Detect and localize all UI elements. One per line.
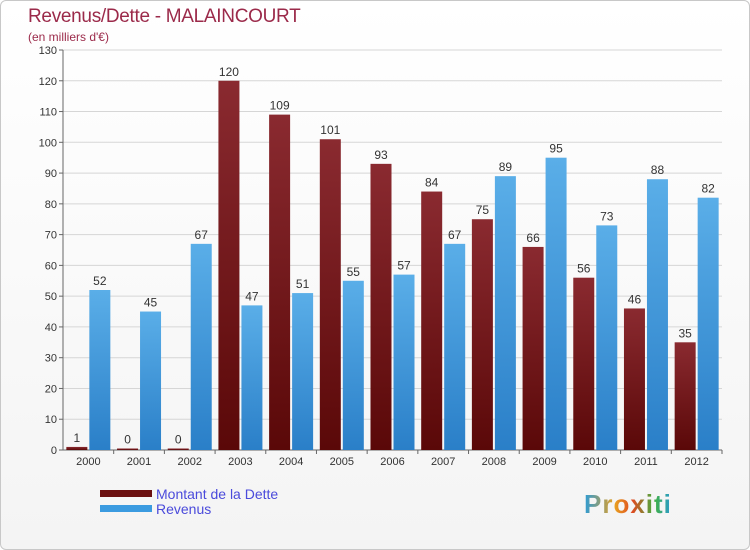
- y-tick-label: 100: [39, 137, 57, 149]
- legend-swatch-dette: [100, 490, 152, 497]
- x-tick-label: 2008: [482, 456, 506, 468]
- y-tick-label: 60: [45, 260, 57, 272]
- bar-dette: [522, 246, 544, 450]
- x-tick-label: 2011: [634, 456, 658, 468]
- data-label-dette: 109: [270, 99, 290, 113]
- data-label-dette: 35: [678, 326, 692, 340]
- bar-revenus: [444, 243, 466, 450]
- bar-dette: [623, 308, 645, 450]
- data-label-revenus: 45: [144, 296, 158, 310]
- data-label-dette: 66: [526, 231, 540, 245]
- legend-item-dette: Montant de la Dette: [100, 485, 279, 502]
- data-label-revenus: 55: [347, 265, 361, 279]
- bar-dette: [66, 446, 88, 450]
- data-label-revenus: 57: [397, 259, 411, 273]
- bar-dette: [117, 448, 139, 450]
- bar-revenus: [342, 280, 364, 450]
- bar-revenus: [190, 243, 212, 450]
- y-tick-label: 0: [51, 445, 57, 457]
- y-tick-label: 50: [45, 291, 57, 303]
- data-label-dette: 0: [124, 433, 131, 447]
- x-tick-label: 2004: [279, 456, 303, 468]
- data-label-dette: 93: [374, 148, 388, 162]
- bar-dette: [269, 114, 291, 450]
- data-label-dette: 75: [476, 203, 490, 217]
- bar-dette: [421, 191, 443, 451]
- x-tick-label: 2000: [76, 456, 100, 468]
- bar-revenus: [646, 179, 668, 450]
- bar-dette: [167, 448, 189, 450]
- data-label-dette: 1: [74, 431, 81, 445]
- y-tick-label: 10: [45, 414, 57, 426]
- x-tick-label: 2005: [330, 456, 354, 468]
- data-label-revenus: 47: [245, 289, 259, 303]
- y-tick-label: 20: [45, 383, 57, 395]
- data-label-dette: 46: [628, 292, 642, 306]
- y-tick-label: 110: [39, 107, 57, 119]
- data-label-revenus: 73: [600, 209, 614, 223]
- y-tick-label: 90: [45, 168, 57, 180]
- data-label-revenus: 51: [296, 277, 310, 291]
- bar-revenus: [140, 311, 162, 450]
- data-label-revenus: 95: [549, 142, 563, 156]
- y-tick-label: 80: [45, 199, 57, 211]
- bar-dette: [319, 139, 341, 450]
- legend-label-revenus: Revenus: [156, 500, 212, 517]
- bar-revenus: [596, 225, 618, 450]
- data-label-revenus: 82: [701, 182, 715, 196]
- bar-revenus: [89, 290, 111, 450]
- x-tick-label: 2009: [532, 456, 556, 468]
- legend-label-dette: Montant de la Dette: [156, 485, 279, 502]
- data-label-dette: 101: [320, 123, 340, 137]
- bar-dette: [370, 163, 392, 450]
- data-label-revenus: 89: [499, 160, 513, 174]
- bar-revenus: [241, 305, 263, 450]
- data-label-revenus: 67: [448, 228, 462, 242]
- y-tick-label: 130: [39, 45, 57, 57]
- x-tick-label: 2010: [583, 456, 607, 468]
- x-tick-label: 2007: [431, 456, 455, 468]
- x-tick-label: 2003: [228, 456, 252, 468]
- bar-revenus: [697, 197, 719, 450]
- legend-item-revenus: Revenus: [100, 500, 278, 517]
- data-label-dette: 120: [219, 65, 239, 79]
- data-label-dette: 56: [577, 262, 591, 276]
- legend-swatch-revenus: [100, 505, 152, 512]
- y-tick-label: 70: [45, 230, 57, 242]
- bar-dette: [471, 219, 493, 450]
- bar-dette: [218, 80, 240, 451]
- chart-title: Revenus/Dette - MALAINCOURT: [28, 6, 301, 27]
- x-tick-label: 2012: [684, 456, 708, 468]
- y-tick-label: 120: [39, 76, 57, 88]
- x-tick-label: 2006: [380, 456, 404, 468]
- data-label-dette: 0: [175, 433, 182, 447]
- bar-revenus: [545, 157, 567, 450]
- data-label-dette: 84: [425, 176, 439, 190]
- chart-subtitle: (en milliers d'€): [28, 30, 109, 44]
- proxiti-logo: Proxiti: [584, 489, 672, 520]
- bar-dette: [573, 277, 595, 450]
- logo-text: Proxiti: [584, 489, 672, 519]
- x-tick-label: 2002: [177, 456, 201, 468]
- bar-revenus: [292, 293, 314, 450]
- data-label-revenus: 52: [93, 274, 107, 288]
- data-label-revenus: 67: [195, 228, 209, 242]
- x-tick-label: 2001: [127, 456, 151, 468]
- legend: Montant de la Dette Revenus: [100, 485, 279, 517]
- y-tick-label: 40: [45, 322, 57, 334]
- bar-dette: [674, 342, 696, 450]
- data-label-revenus: 88: [651, 163, 665, 177]
- y-tick-label: 30: [45, 353, 57, 365]
- bar-revenus: [393, 274, 415, 450]
- bar-revenus: [494, 176, 516, 450]
